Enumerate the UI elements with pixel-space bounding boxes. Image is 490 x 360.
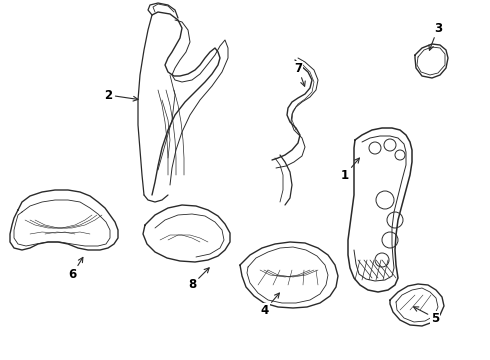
Text: 3: 3 bbox=[429, 22, 442, 50]
Text: 4: 4 bbox=[261, 293, 279, 316]
Text: 1: 1 bbox=[341, 158, 359, 181]
Text: 7: 7 bbox=[294, 62, 305, 86]
Text: 6: 6 bbox=[68, 257, 83, 282]
Text: 8: 8 bbox=[188, 268, 209, 292]
Text: 5: 5 bbox=[414, 307, 439, 324]
Text: 2: 2 bbox=[104, 89, 138, 102]
